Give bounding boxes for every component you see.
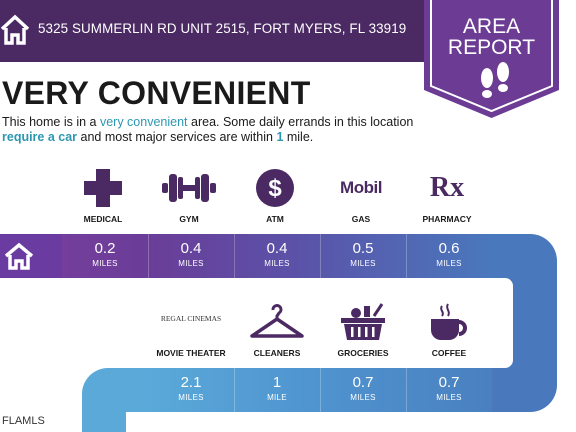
distance-unit: MILES	[350, 259, 376, 268]
regal-cinemas-logo: REGAL CINEMAS	[160, 314, 222, 323]
convenience-rating-title: VERY CONVENIENT	[2, 75, 311, 111]
mobil-logo: Mobil	[340, 178, 382, 197]
amenity-medical: MEDICAL	[60, 168, 146, 230]
amenity-label: GROCERIES	[337, 348, 389, 358]
desc-prefix: This home is in a	[2, 115, 100, 129]
amenity-label: COFFEE	[431, 348, 467, 358]
desc-distance: 1	[276, 130, 284, 144]
distance-band-row2: 2.1 MILES 1 MILE 0.7 MILES 0.7 MILES	[148, 368, 492, 412]
grocery-basket-icon	[341, 303, 385, 340]
address-header: 5325 SUMMERLIN RD UNIT 2515, FORT MYERS,…	[0, 0, 432, 62]
svg-text:$: $	[268, 175, 282, 202]
amenity-atm: $ ATM	[232, 168, 318, 230]
distance-cell: 1 MILE	[234, 368, 320, 412]
amenity-movie-theater: REGAL CINEMAS MOVIE THEATER	[148, 302, 234, 364]
amenity-groceries: GROCERIES	[320, 302, 406, 364]
distance-value: 0.7	[352, 374, 374, 391]
cell-divider	[320, 234, 321, 278]
cell-divider	[406, 234, 407, 278]
cell-divider	[234, 368, 235, 412]
footprints-icon	[481, 62, 509, 98]
distance-value: 0.2	[94, 240, 116, 257]
property-address: 5325 SUMMERLIN RD UNIT 2515, FORT MYERS,…	[38, 21, 407, 36]
medical-cross-icon	[84, 169, 122, 207]
cell-divider	[320, 368, 321, 412]
amenity-label: PHARMACY	[422, 214, 472, 224]
distance-value: 0.6	[438, 240, 460, 257]
distance-cell: 2.1 MILES	[148, 368, 234, 412]
distance-value: 1	[272, 374, 282, 391]
mls-watermark: FLAMLS	[2, 415, 45, 427]
distance-unit: MILE	[267, 393, 287, 402]
dollar-icon: $	[256, 169, 294, 207]
distance-value: 0.5	[352, 240, 374, 257]
desc-mid2: and most major services are within	[77, 130, 277, 144]
amenity-label: GAS	[351, 214, 371, 224]
amenity-coffee: COFFEE	[406, 302, 492, 364]
home-icon	[0, 14, 30, 45]
desc-rating: very convenient	[99, 115, 188, 129]
distance-cell: 0.4 MILES	[148, 234, 234, 278]
amenity-gym: GYM	[146, 168, 232, 230]
distance-unit: MILES	[178, 393, 204, 402]
convenience-description: This home is in a very convenient area. …	[2, 115, 442, 145]
distance-unit: MILES	[350, 393, 376, 402]
distance-value: 0.7	[438, 374, 460, 391]
distance-band-row1: 0.2 MILES 0.4 MILES 0.4 MILES 0.5 MILES …	[0, 234, 492, 278]
badge-title: AREA REPORT	[424, 16, 559, 58]
distance-unit: MILES	[178, 259, 204, 268]
amenity-label: MOVIE THEATER	[156, 348, 226, 358]
distance-value: 2.1	[180, 374, 202, 391]
badge-title-line1: AREA	[462, 15, 521, 38]
distance-cell: 0.7 MILES	[406, 368, 492, 412]
amenity-label: GYM	[179, 214, 199, 224]
coffee-cup-icon	[431, 303, 467, 340]
rx-icon: Rx	[429, 172, 465, 203]
distance-value: 0.4	[180, 240, 202, 257]
desc-mid: area. Some daily errands in this locatio…	[187, 115, 414, 129]
distance-cell: 0.2 MILES	[62, 234, 148, 278]
home-icon	[4, 242, 34, 270]
amenity-label: CLEANERS	[253, 348, 301, 358]
distance-cell: 0.4 MILES	[234, 234, 320, 278]
distance-cell: 0.5 MILES	[320, 234, 406, 278]
distance-cell: 0.7 MILES	[320, 368, 406, 412]
distance-unit: MILES	[264, 259, 290, 268]
distance-cell: 0.6 MILES	[406, 234, 492, 278]
distance-unit: MILES	[436, 393, 462, 402]
cell-divider	[234, 234, 235, 278]
distance-value: 0.4	[266, 240, 288, 257]
cell-divider	[148, 234, 149, 278]
amenity-gas: Mobil GAS	[318, 168, 404, 230]
amenity-label: MEDICAL	[83, 214, 123, 224]
badge-title-line2: REPORT	[447, 36, 536, 59]
amenity-label: ATM	[266, 214, 284, 224]
amenity-cleaners: CLEANERS	[234, 302, 320, 364]
cell-divider	[406, 368, 407, 412]
hanger-icon	[250, 304, 304, 338]
dumbbell-icon	[162, 174, 216, 202]
distance-unit: MILES	[436, 259, 462, 268]
area-report-badge	[424, 0, 559, 118]
route-start	[0, 234, 62, 278]
desc-need: require a car	[2, 130, 78, 144]
amenity-pharmacy: Rx PHARMACY	[404, 168, 490, 230]
desc-suffix: mile.	[283, 130, 314, 144]
distance-unit: MILES	[92, 259, 118, 268]
